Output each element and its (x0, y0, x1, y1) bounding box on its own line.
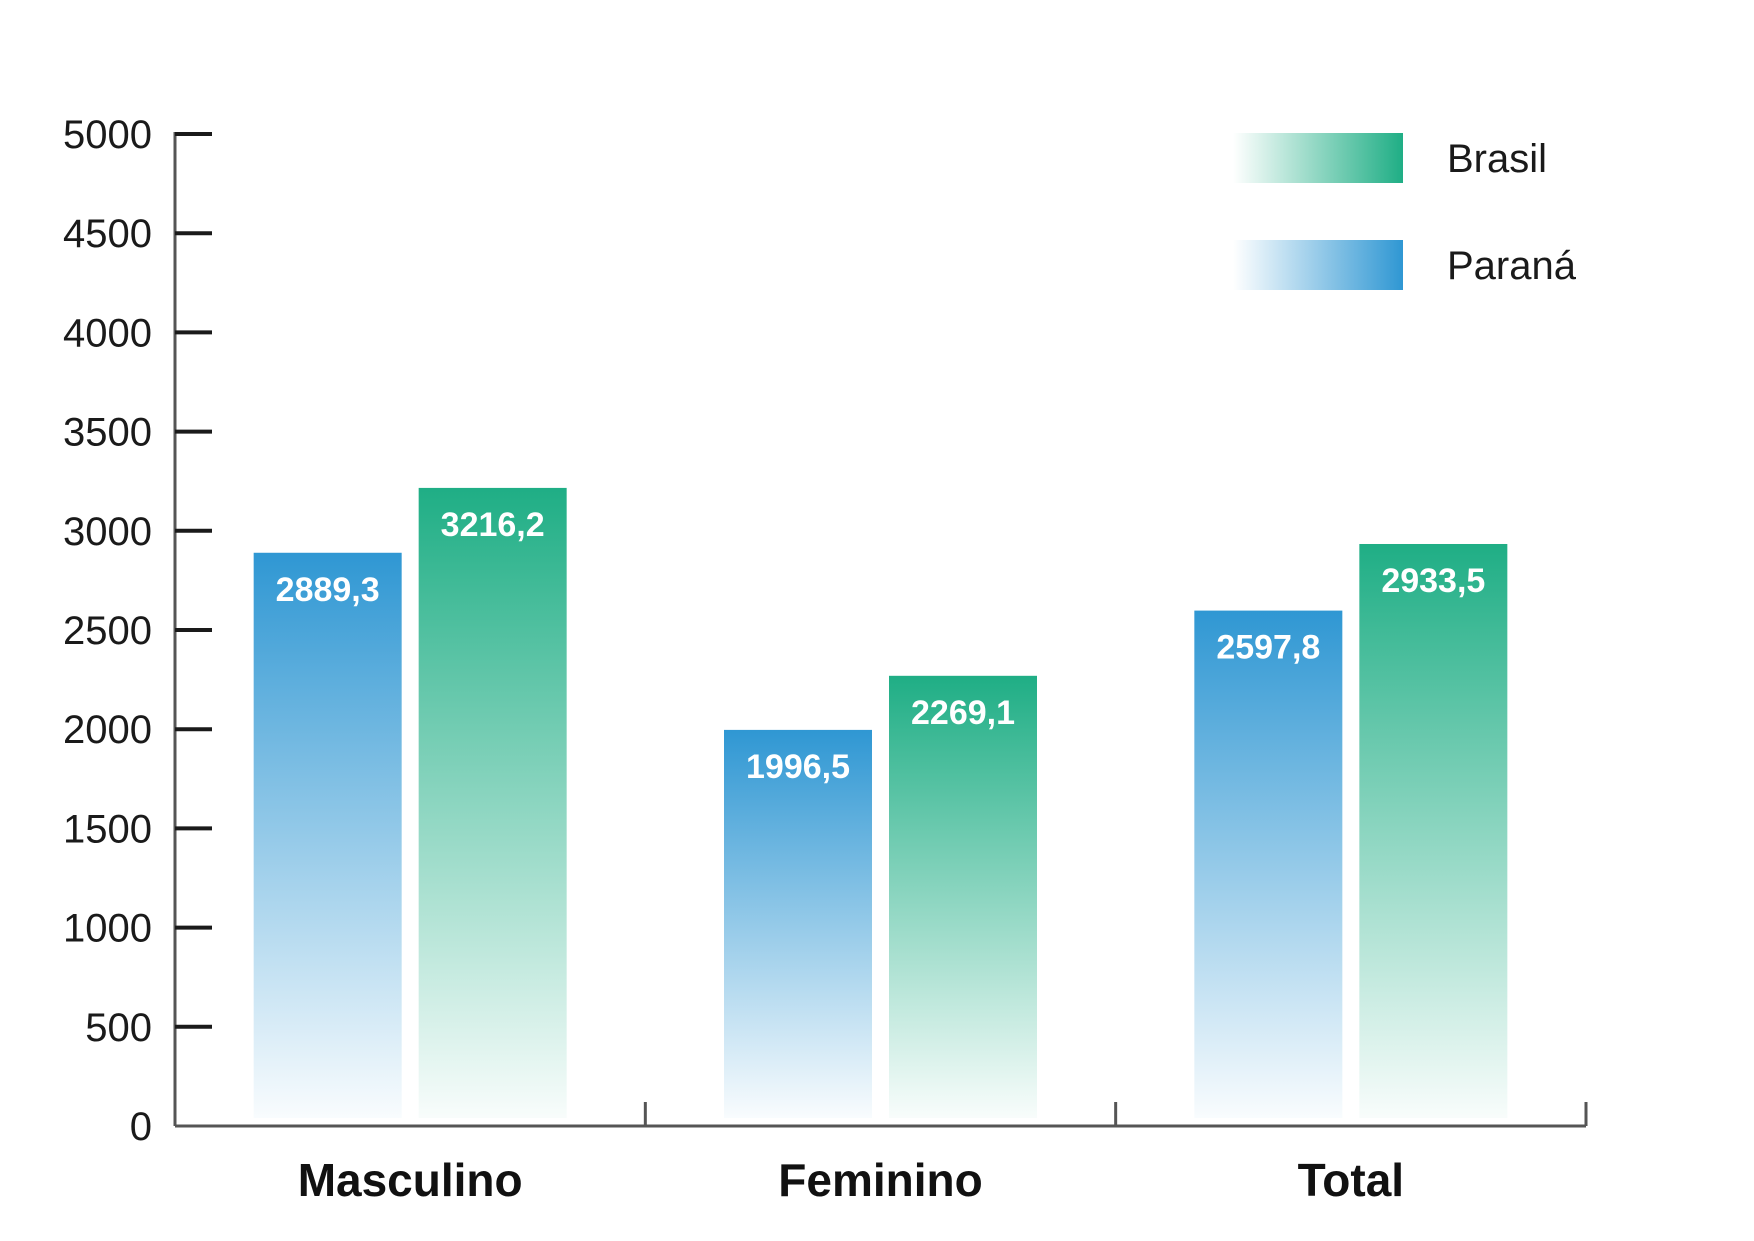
bar-value-label: 1996,5 (746, 748, 850, 786)
bar-value-label: 2269,1 (911, 694, 1015, 732)
bars: 2889,3 3216,2 1996,5 2269,1 2597,8 2933,5 (253, 487, 1508, 1119)
y-tick-label: 5000 (63, 113, 152, 157)
y-tick-label: 3000 (63, 510, 152, 554)
legend-swatch (1233, 240, 1403, 290)
bar-brasil-total (1359, 543, 1508, 1118)
bar-value-label: 2933,5 (1381, 562, 1485, 600)
bar-parana-masculino (253, 552, 402, 1118)
legend-label: Brasil (1447, 137, 1547, 181)
legend-swatch (1233, 133, 1403, 183)
y-tick-label: 3500 (63, 411, 152, 455)
category-label: Masculino (298, 1154, 523, 1206)
bar-value-label: 2597,8 (1216, 629, 1320, 667)
y-tick-label: 2500 (63, 609, 152, 653)
category-label: Feminino (778, 1154, 982, 1206)
legend: Brasil Paraná (1233, 133, 1577, 290)
bar-value-label: 2889,3 (276, 571, 380, 609)
y-tick-label: 1500 (63, 807, 152, 851)
y-tick-label: 2000 (63, 708, 152, 752)
y-tick-label: 0 (130, 1105, 152, 1149)
y-tick-label: 4000 (63, 311, 152, 355)
y-tick-label: 4500 (63, 212, 152, 256)
bar-value-label: 3216,2 (441, 506, 545, 544)
bar-parana-total (1194, 610, 1343, 1118)
y-axis: 0 500 1000 1500 2000 2500 3000 3500 4000 4500 5000 (63, 113, 212, 1149)
category-label: Total (1298, 1154, 1404, 1206)
y-tick-label: 500 (85, 1006, 152, 1050)
y-tick-label: 1000 (63, 907, 152, 951)
x-axis: Masculino Feminino Total (175, 1102, 1588, 1206)
bar-parana-feminino (724, 729, 872, 1118)
bar-brasil-feminino (889, 675, 1037, 1118)
legend-label: Paraná (1447, 244, 1577, 288)
bar-brasil-masculino (418, 487, 567, 1119)
